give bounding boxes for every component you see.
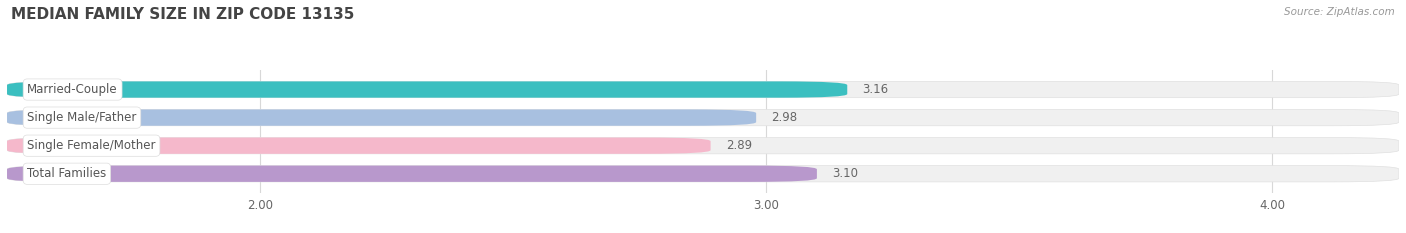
Text: Single Female/Mother: Single Female/Mother	[27, 139, 156, 152]
Text: 2.89: 2.89	[725, 139, 752, 152]
Text: Source: ZipAtlas.com: Source: ZipAtlas.com	[1284, 7, 1395, 17]
FancyBboxPatch shape	[7, 166, 1399, 182]
Text: Single Male/Father: Single Male/Father	[27, 111, 136, 124]
Text: Married-Couple: Married-Couple	[27, 83, 118, 96]
Text: 3.10: 3.10	[832, 167, 858, 180]
FancyBboxPatch shape	[7, 137, 710, 154]
FancyBboxPatch shape	[7, 110, 1399, 126]
FancyBboxPatch shape	[7, 81, 1399, 98]
Text: 2.98: 2.98	[772, 111, 797, 124]
FancyBboxPatch shape	[7, 166, 817, 182]
Text: 3.16: 3.16	[862, 83, 889, 96]
FancyBboxPatch shape	[7, 137, 1399, 154]
Text: MEDIAN FAMILY SIZE IN ZIP CODE 13135: MEDIAN FAMILY SIZE IN ZIP CODE 13135	[11, 7, 354, 22]
FancyBboxPatch shape	[7, 110, 756, 126]
Text: Total Families: Total Families	[27, 167, 107, 180]
FancyBboxPatch shape	[7, 81, 848, 98]
